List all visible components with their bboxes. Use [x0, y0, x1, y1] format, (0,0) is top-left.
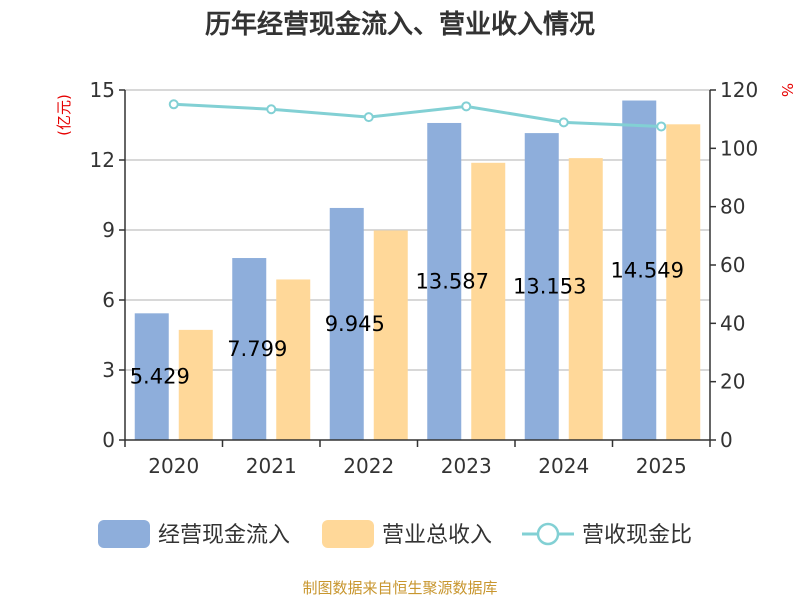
- ratio-point: [461, 101, 472, 112]
- bar-cash-inflow: [524, 133, 559, 440]
- ratio-point: [363, 112, 374, 123]
- legend-swatch-marker: [536, 522, 560, 546]
- ratio-point: [266, 104, 277, 115]
- data-label: 7.799: [227, 337, 287, 361]
- bar-revenue: [276, 279, 311, 440]
- right-tick-label: 100: [720, 136, 758, 160]
- x-tick-label: 2024: [538, 454, 589, 478]
- bar-revenue: [568, 158, 603, 440]
- left-tick-label: 3: [102, 358, 115, 382]
- data-label: 5.429: [130, 365, 190, 389]
- data-label: 13.153: [513, 275, 586, 299]
- x-tick-label: 2021: [246, 454, 297, 478]
- left-axis-unit: (亿元): [55, 94, 73, 136]
- right-tick-label: 0: [720, 428, 733, 452]
- bar-revenue: [373, 230, 408, 440]
- ratio-line-path: [173, 102, 662, 128]
- source-note: 制图数据来自恒生聚源数据库: [302, 579, 497, 597]
- bar-cash-inflow: [427, 122, 462, 440]
- legend-label: 营业总收入: [382, 523, 492, 548]
- right-tick-label: 80: [720, 195, 745, 219]
- legend-swatch: [322, 520, 374, 548]
- legend-label: 经营现金流入: [158, 523, 290, 548]
- right-tick-label: 60: [720, 253, 745, 277]
- bar-cash-inflow: [232, 258, 267, 440]
- axes: 0 3 6 9 12 15 0 20 40 60 80 100 120 2020 2021 2022 2023 2…: [90, 78, 759, 478]
- bar-cash-inflow: [134, 313, 169, 440]
- x-tick-label: 2022: [343, 454, 394, 478]
- data-labels: 5.429 7.799 9.945 13.587 13.153 14.549: [130, 258, 684, 388]
- x-tick-label: 2025: [636, 454, 687, 478]
- left-tick-label: 6: [102, 288, 115, 312]
- x-tick-label: 2020: [148, 454, 199, 478]
- legend-label: 营收现金比: [582, 523, 692, 548]
- right-tick-label: 120: [720, 78, 758, 102]
- data-label: 9.945: [325, 312, 385, 336]
- legend-swatch: [98, 520, 150, 548]
- data-label: 13.587: [416, 269, 489, 293]
- left-tick-label: 0: [102, 428, 115, 452]
- ratio-point: [168, 99, 179, 110]
- left-tick-label: 9: [102, 218, 115, 242]
- data-label: 14.549: [611, 258, 684, 282]
- right-tick-label: 40: [720, 311, 745, 335]
- bar-revenue: [471, 162, 506, 441]
- right-tick-label: 20: [720, 370, 745, 394]
- x-tick-label: 2023: [441, 454, 492, 478]
- legend: 经营现金流入 营业总收入 营收现金比: [98, 520, 692, 548]
- left-tick-label: 15: [90, 78, 115, 102]
- bar-revenue: [178, 329, 213, 440]
- bar-revenue: [666, 124, 701, 441]
- chart-title: 历年经营现金流入、营业收入情况: [205, 9, 595, 40]
- bar-cash-inflow: [622, 100, 657, 441]
- left-tick-label: 12: [90, 148, 115, 172]
- ratio-line: [168, 99, 667, 132]
- right-axis-unit: %: [778, 83, 796, 97]
- ratio-point: [558, 117, 569, 128]
- bars: [134, 100, 701, 441]
- bar-cash-inflow: [329, 207, 364, 440]
- ratio-point: [656, 121, 667, 132]
- grid-lines: [125, 89, 710, 371]
